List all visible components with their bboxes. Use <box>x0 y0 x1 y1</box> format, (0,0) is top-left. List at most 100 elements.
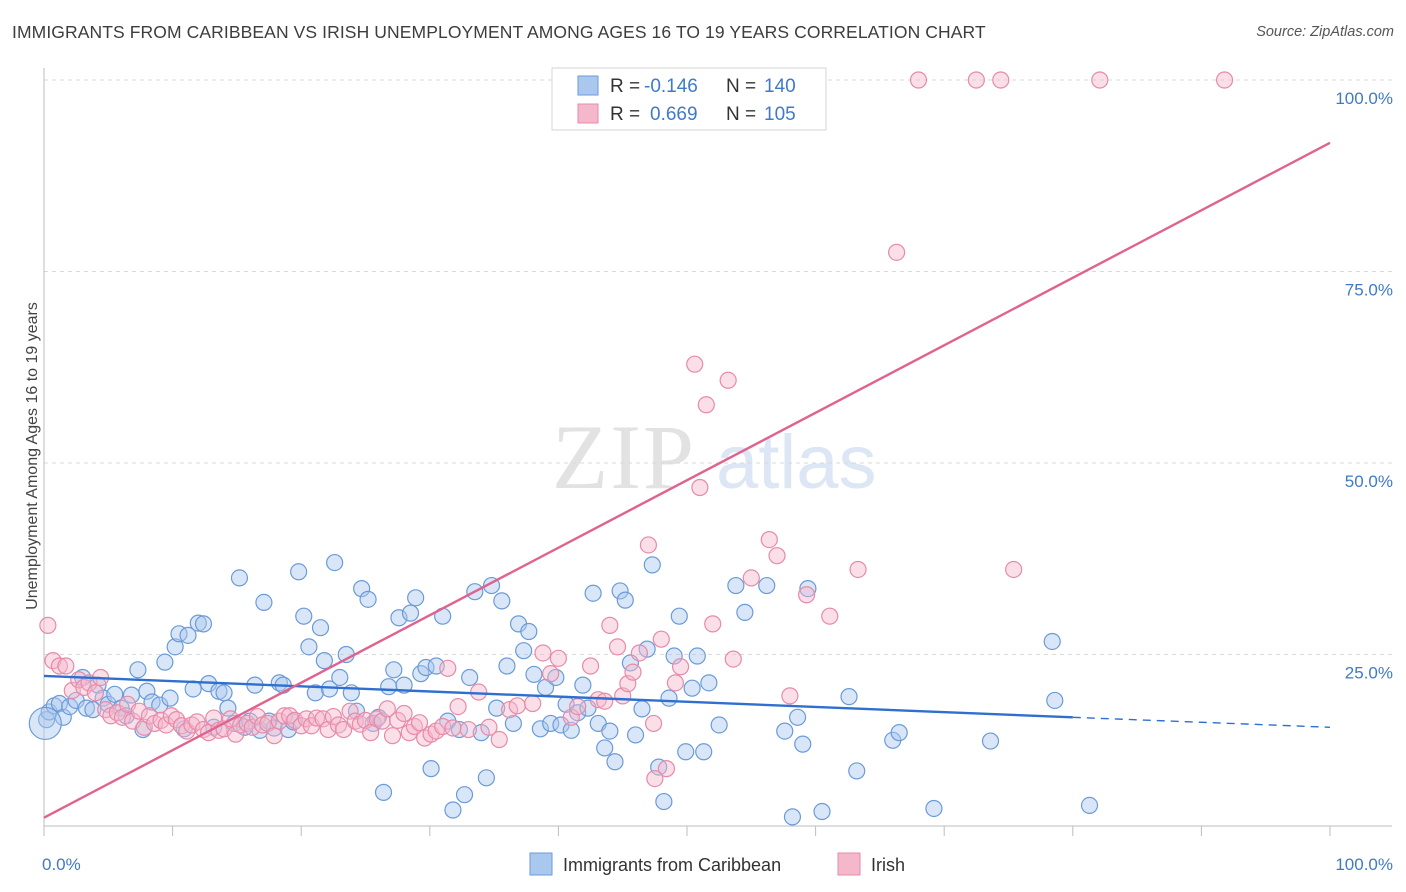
caribbean-point <box>633 700 651 718</box>
caribbean-point <box>665 647 683 665</box>
caribbean-point <box>374 783 393 801</box>
source-attribution: Source: ZipAtlas.com <box>1256 24 1394 40</box>
irish-point <box>562 708 580 726</box>
caribbean-point <box>315 652 333 670</box>
caribbean-point <box>596 739 614 757</box>
irish-point <box>227 725 245 743</box>
irish-point <box>308 709 326 727</box>
irish-point <box>1215 71 1234 89</box>
x-tick-label-max: 100.0% <box>1335 855 1393 874</box>
irish-point <box>967 71 985 89</box>
irish-point <box>666 674 685 692</box>
caribbean-point <box>695 743 713 761</box>
irish-point <box>113 708 132 726</box>
caribbean-point <box>606 753 624 771</box>
caribbean-point <box>54 708 72 726</box>
irish-point <box>508 697 526 715</box>
irish-point <box>760 530 778 549</box>
caribbean-point <box>981 732 1000 750</box>
irish-point <box>86 684 105 702</box>
stats-n-label-1: N = <box>726 76 756 97</box>
caribbean-point <box>331 668 349 687</box>
caribbean-point <box>677 743 695 761</box>
irish-point <box>719 371 737 389</box>
caribbean-point <box>783 808 802 826</box>
caribbean-point <box>643 556 661 574</box>
irish-point <box>724 650 742 668</box>
irish-point <box>742 569 760 587</box>
irish-point <box>383 727 402 745</box>
irish-point <box>909 71 928 89</box>
caribbean-point <box>77 699 96 717</box>
irish-point <box>704 615 722 633</box>
caribbean-point <box>385 661 403 679</box>
caribbean-point <box>626 726 645 744</box>
irish-point <box>314 710 332 728</box>
irish-point <box>1005 560 1023 579</box>
irish-point <box>329 716 348 734</box>
caribbean-point <box>788 708 807 726</box>
caribbean-point <box>215 684 233 702</box>
caribbean-point <box>727 576 745 595</box>
caribbean-point <box>1046 691 1064 710</box>
irish-point <box>657 760 676 778</box>
caribbean-point <box>401 604 420 622</box>
stats-legend-swatch-pink <box>577 103 599 124</box>
irish-point <box>459 720 477 739</box>
caribbean-point <box>700 674 718 692</box>
caribbean-points <box>28 553 1099 826</box>
irish-point <box>39 616 57 634</box>
stats-r-label-2: R = <box>610 104 640 125</box>
y-tick-label: 25.0% <box>1345 664 1393 683</box>
caribbean-point <box>574 676 592 694</box>
caribbean-point <box>848 762 866 780</box>
irish-point <box>691 478 709 497</box>
caribbean-point <box>380 678 398 696</box>
caribbean-point <box>106 685 124 703</box>
irish-point <box>549 649 568 667</box>
irish-point <box>449 697 467 716</box>
irish-point <box>444 719 462 737</box>
caribbean-point <box>683 679 701 697</box>
legend-swatch-irish <box>837 852 861 876</box>
irish-point <box>500 701 519 719</box>
irish-point <box>821 607 839 625</box>
irish-point <box>57 657 75 675</box>
irish-point <box>601 616 619 634</box>
irish-point <box>671 658 690 676</box>
caribbean-point <box>840 688 858 706</box>
caribbean-point <box>655 792 673 811</box>
caribbean-point <box>736 603 754 621</box>
caribbean-point <box>161 689 179 707</box>
irish-point <box>275 707 294 725</box>
stats-r-value-2: 0.669 <box>650 104 698 125</box>
caribbean-point <box>359 590 377 608</box>
watermark: ZIP atlas <box>552 406 877 508</box>
caribbean-point <box>326 553 344 572</box>
y-tick-label: 50.0% <box>1345 472 1393 491</box>
caribbean-point <box>488 699 506 717</box>
irish-point <box>524 694 542 713</box>
irish-point <box>596 692 614 710</box>
caribbean-point <box>156 653 174 671</box>
irish-point <box>324 707 342 726</box>
caribbean-point <box>255 593 273 612</box>
irish-point <box>569 697 587 716</box>
watermark-zip: ZIP <box>552 406 696 508</box>
caribbean-point <box>562 721 580 739</box>
irish-point <box>781 687 799 705</box>
caribbean-point <box>525 665 543 684</box>
caribbean-point <box>28 706 62 741</box>
x-ticks <box>43 826 1331 836</box>
stats-n-label-2: N = <box>726 104 756 125</box>
irish-point <box>542 665 560 683</box>
caribbean-point <box>290 563 308 581</box>
x-tick-label-min: 0.0% <box>42 855 81 874</box>
caribbean-point <box>1043 632 1061 651</box>
irish-point <box>646 769 664 788</box>
irish-point <box>652 630 670 648</box>
irish-point <box>644 714 663 733</box>
irish-point <box>686 355 704 373</box>
caribbean-point <box>194 615 213 633</box>
caribbean-point <box>611 582 629 600</box>
